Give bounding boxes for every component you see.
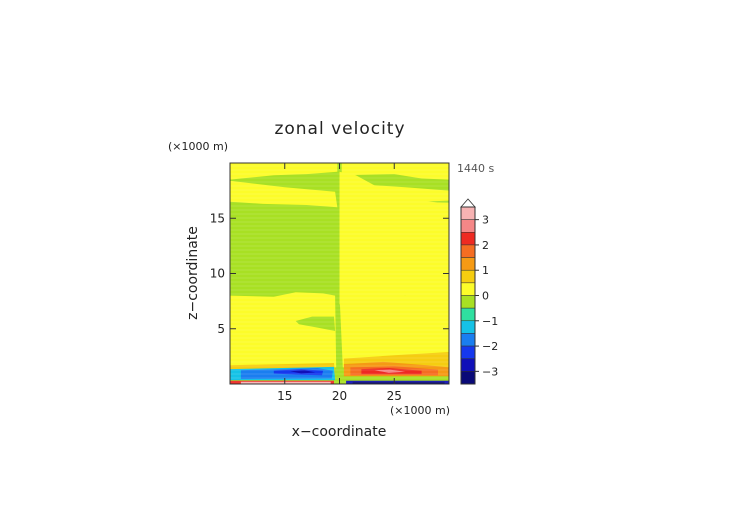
colorbar-tick-label: −3 bbox=[482, 365, 498, 378]
colorbar-swatch bbox=[460, 307, 476, 322]
colorbar-tick-label: 2 bbox=[482, 239, 489, 252]
contour-region-7 bbox=[230, 292, 337, 368]
x-tick-label: 20 bbox=[332, 389, 347, 403]
y-axis-label: z−coordinate bbox=[185, 226, 201, 320]
colorbar-swatch bbox=[460, 244, 476, 258]
x-tick-label: 25 bbox=[387, 389, 402, 403]
colorbar-legend: 3 2 1 0 −1 −2 −3 bbox=[460, 198, 498, 385]
contour-region-22 bbox=[240, 381, 331, 384]
colorbar-swatch bbox=[460, 219, 476, 233]
plot-grid bbox=[230, 165, 449, 383]
x-axis: 15 20 25 bbox=[277, 163, 402, 403]
colorbar-tick-label: −2 bbox=[482, 340, 498, 353]
contour-region-5 bbox=[339, 178, 449, 203]
time-label: 1440 s bbox=[457, 162, 494, 175]
x-tick-label: 15 bbox=[277, 389, 292, 403]
colorbar-swatch bbox=[460, 345, 476, 359]
contour-region-4 bbox=[230, 180, 338, 208]
contour-region-24 bbox=[352, 381, 445, 384]
contour-region-10 bbox=[342, 314, 379, 336]
colorbar-tick-label: −1 bbox=[482, 315, 498, 328]
contour-region-2 bbox=[341, 163, 449, 180]
colorbar-swatch bbox=[460, 206, 476, 220]
y-axis: 5 10 15 bbox=[210, 211, 449, 336]
x-axis-label: x−coordinate bbox=[292, 424, 387, 440]
y-tick-label: 5 bbox=[217, 322, 225, 336]
colorbar-extend-arrow bbox=[460, 198, 476, 208]
contour-region-16 bbox=[290, 370, 316, 374]
y-axis-unit-label: (×1000 m) bbox=[168, 140, 228, 153]
colorbar-swatch bbox=[460, 358, 476, 372]
colorbar-swatch bbox=[460, 257, 476, 271]
contour-region-8 bbox=[339, 289, 449, 368]
colorbar-swatch bbox=[460, 269, 476, 284]
chart-title: zonal velocity bbox=[274, 119, 405, 139]
x-axis-unit-label: (×1000 m) bbox=[390, 404, 450, 417]
y-tick-label: 15 bbox=[210, 211, 225, 225]
colorbar-swatch bbox=[460, 282, 476, 296]
contour-region-6 bbox=[339, 200, 449, 305]
colorbar-tick-label: 3 bbox=[482, 214, 489, 227]
contour-region-20 bbox=[374, 369, 406, 373]
colorbar-swatch bbox=[460, 320, 476, 334]
y-tick-label: 10 bbox=[210, 267, 225, 281]
contour-region-1 bbox=[230, 163, 338, 180]
contour-region-9 bbox=[295, 316, 336, 331]
colorbar-swatch bbox=[460, 371, 476, 385]
colorbar-swatch bbox=[460, 295, 476, 309]
colorbar-tick-label: 0 bbox=[482, 290, 489, 303]
colorbar-tick-label: 1 bbox=[482, 264, 489, 277]
plot-area bbox=[230, 163, 449, 384]
colorbar-swatch bbox=[460, 333, 476, 347]
colorbar-swatch bbox=[460, 232, 476, 246]
